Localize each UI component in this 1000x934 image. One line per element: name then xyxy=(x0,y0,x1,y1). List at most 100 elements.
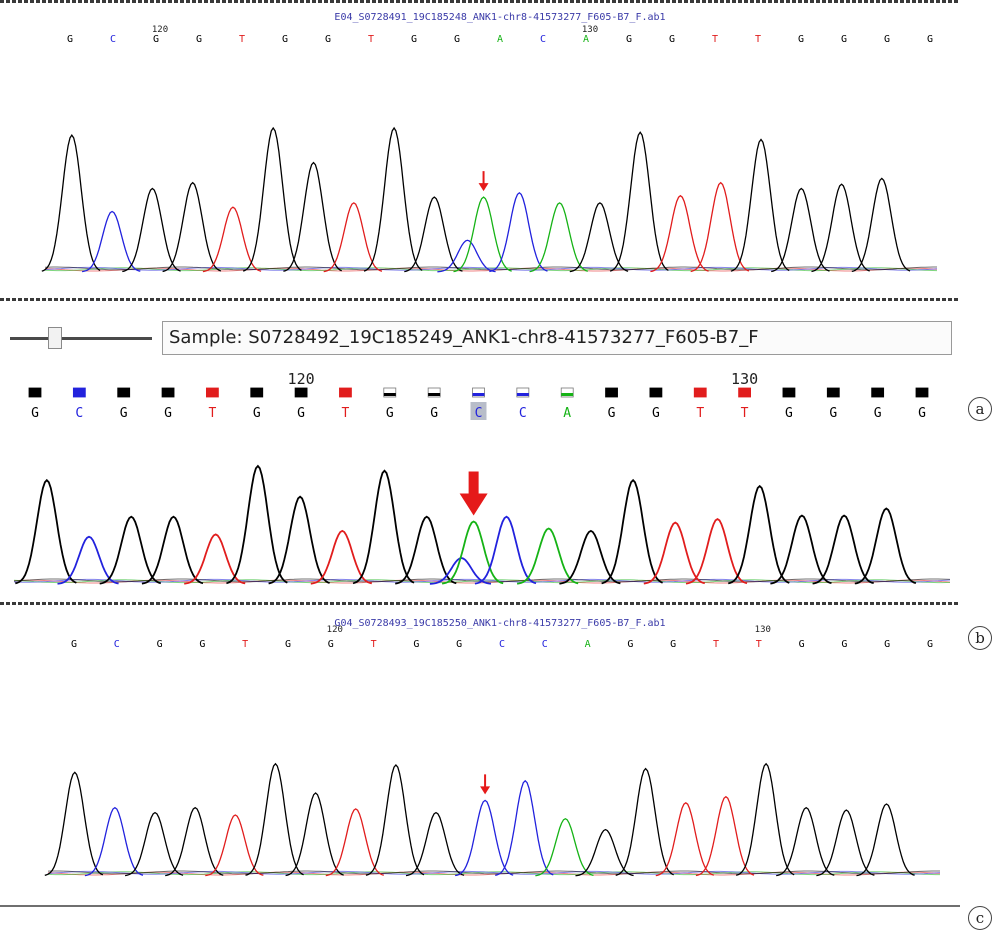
base-call-C: C xyxy=(114,639,120,650)
base-call-G[interactable]: G xyxy=(31,406,39,421)
base-call-G: G xyxy=(413,639,419,650)
peak-trace-G xyxy=(365,764,425,876)
peak-trace-T xyxy=(643,521,706,585)
quality-bar xyxy=(516,393,529,396)
base-call-G[interactable]: G xyxy=(297,406,305,421)
base-call-T[interactable]: T xyxy=(208,406,216,421)
peak-trace-G xyxy=(730,138,790,272)
quality-marker xyxy=(516,387,530,398)
peak-trace-C xyxy=(489,191,548,273)
peak-trace-C xyxy=(495,779,554,877)
base-call-G: G xyxy=(411,34,417,45)
base-call-G: G xyxy=(841,34,847,45)
base-call-G[interactable]: G xyxy=(120,406,128,421)
base-call-G[interactable]: G xyxy=(386,406,394,421)
quality-marker xyxy=(205,387,219,398)
variant-arrow-head xyxy=(480,786,491,795)
peak-trace-G xyxy=(770,514,832,585)
peak-trace-G xyxy=(363,126,423,272)
base-call-G: G xyxy=(669,34,675,45)
peak-trace-C xyxy=(84,806,144,877)
base-call-G[interactable]: G xyxy=(652,406,660,421)
base-call-G: G xyxy=(927,639,933,650)
sample-prefix: Sample: xyxy=(169,327,249,348)
peak-trace-G xyxy=(124,811,184,877)
quality-marker xyxy=(250,387,264,398)
peak-trace-T xyxy=(685,518,748,585)
peak-trace-G xyxy=(727,484,790,585)
peak-trace-T xyxy=(690,181,750,273)
panel-a-title: E04_S0728491_19C185248_ANK1-chr8-4157327… xyxy=(334,12,666,23)
peak-trace-A xyxy=(516,527,579,585)
peak-trace-G xyxy=(601,478,663,585)
quality-marker xyxy=(782,387,796,398)
peak-trace-G xyxy=(816,809,875,877)
peak-trace-T xyxy=(650,194,709,273)
base-call-G[interactable]: G xyxy=(608,406,616,421)
base-call-G: G xyxy=(884,639,890,650)
peak-trace-G xyxy=(776,806,835,877)
quality-marker xyxy=(339,387,352,398)
panel-label-b: b xyxy=(968,626,992,650)
base-call-T: T xyxy=(239,34,245,45)
peak-trace-G xyxy=(404,196,463,273)
base-call-C[interactable]: C xyxy=(75,406,83,421)
base-call-G[interactable]: G xyxy=(785,406,793,421)
peak-trace-G xyxy=(165,806,224,877)
quality-marker xyxy=(161,387,175,398)
peak-trace-G xyxy=(162,181,222,273)
peak-trace-G xyxy=(856,803,915,877)
base-call-G[interactable]: G xyxy=(829,406,837,421)
peak-trace-G xyxy=(242,126,302,272)
sample-name: S0728492_19C185249_ANK1-chr8-41573277_F6… xyxy=(248,327,759,348)
quality-marker xyxy=(472,387,485,398)
base-call-G: G xyxy=(799,639,805,650)
peak-trace-T xyxy=(202,206,262,273)
base-call-T[interactable]: T xyxy=(342,406,350,421)
base-call-A[interactable]: A xyxy=(563,406,571,421)
peak-trace-A xyxy=(453,196,512,273)
base-call-G: G xyxy=(285,639,291,650)
base-call-G[interactable]: G xyxy=(918,406,926,421)
base-call-G: G xyxy=(456,639,462,650)
base-call-G[interactable]: G xyxy=(430,406,438,421)
quality-marker xyxy=(605,387,618,398)
base-call-A: A xyxy=(585,639,591,650)
peak-trace-G xyxy=(99,515,162,585)
base-call-C: C xyxy=(540,34,546,45)
quality-marker xyxy=(117,387,131,398)
peak-trace-G xyxy=(352,469,415,585)
position-label: 120 xyxy=(327,625,343,635)
quality-marker xyxy=(28,387,42,398)
selected-base-highlight[interactable] xyxy=(470,402,487,420)
base-call-G[interactable]: G xyxy=(164,406,172,421)
base-call-G[interactable]: G xyxy=(874,406,882,421)
base-call-G[interactable]: G xyxy=(253,406,261,421)
quality-marker xyxy=(649,387,663,398)
peak-trace-G xyxy=(854,507,917,585)
base-call-G: G xyxy=(454,34,460,45)
peak-trace-G xyxy=(395,515,457,585)
base-call-T: T xyxy=(242,639,248,650)
base-call-T: T xyxy=(371,639,377,650)
zoom-slider-track[interactable] xyxy=(10,337,152,340)
peak-trace-G xyxy=(812,514,874,585)
panel-a-bottom-border xyxy=(0,298,960,301)
quality-marker xyxy=(383,387,397,398)
base-call-T: T xyxy=(755,34,761,45)
base-call-C[interactable]: C xyxy=(519,406,527,421)
base-call-T[interactable]: T xyxy=(741,406,749,421)
panel-label-a: a xyxy=(968,397,992,421)
base-call-C[interactable]: C xyxy=(475,406,483,421)
base-call-G: G xyxy=(67,34,73,45)
base-call-G: G xyxy=(71,639,77,650)
peak-trace-G xyxy=(811,183,870,273)
peak-trace-A xyxy=(529,202,588,273)
quality-marker xyxy=(738,387,751,398)
peak-trace-G xyxy=(405,811,465,877)
sample-name-field: Sample: S0728492_19C185249_ANK1-chr8-415… xyxy=(162,321,952,355)
base-call-T[interactable]: T xyxy=(696,406,704,421)
zoom-slider-thumb[interactable] xyxy=(48,327,62,349)
chromatogram-panel-c: G C G G T G G T G G C C A G G T T G G G G 120 130 xyxy=(44,625,941,877)
